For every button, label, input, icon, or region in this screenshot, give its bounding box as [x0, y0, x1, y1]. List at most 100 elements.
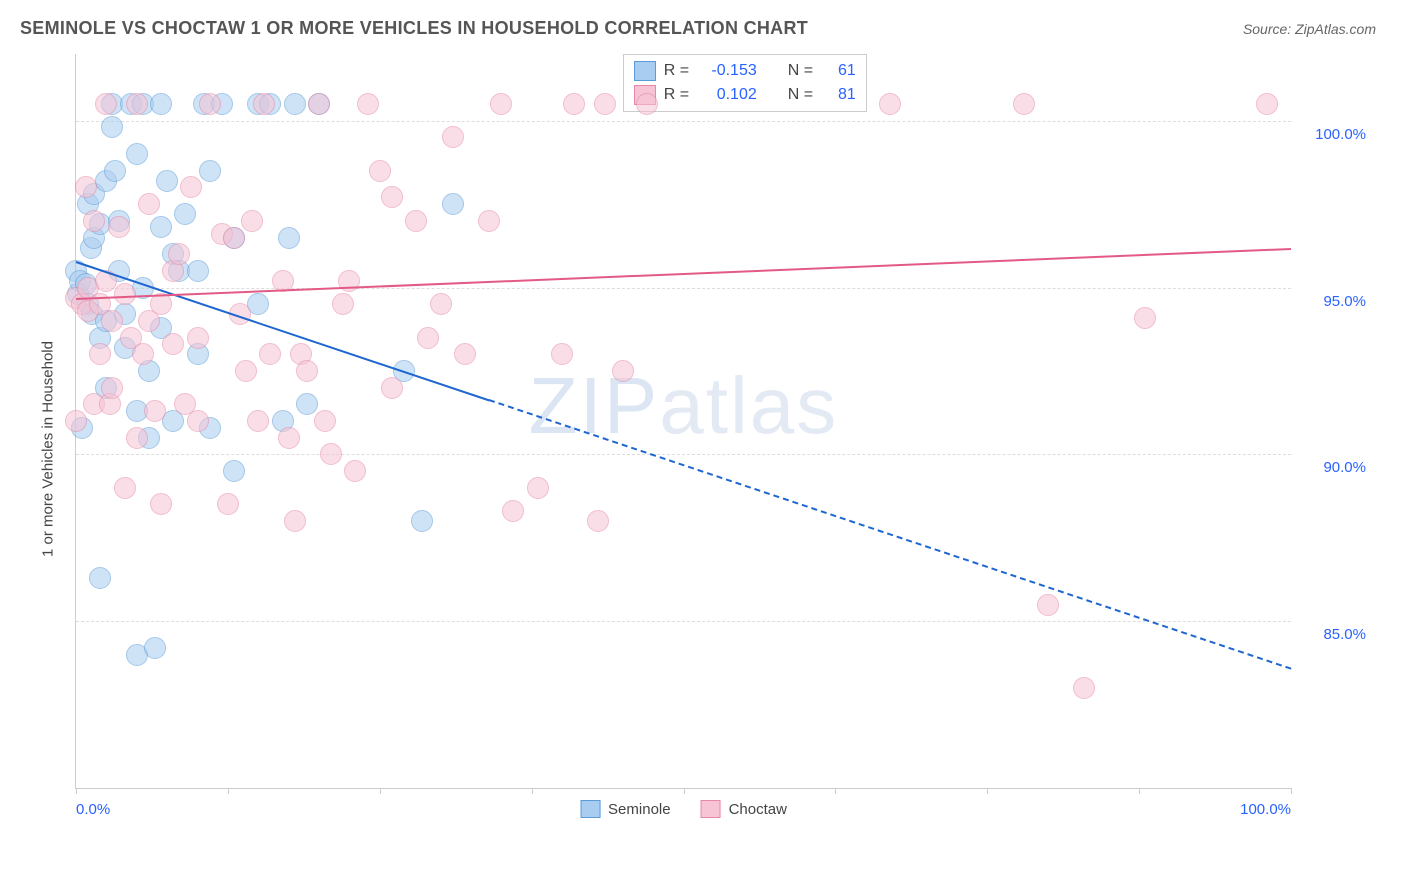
data-point — [150, 493, 172, 515]
chart-title: SEMINOLE VS CHOCTAW 1 OR MORE VEHICLES I… — [20, 18, 808, 39]
data-point — [126, 427, 148, 449]
x-tick — [532, 788, 533, 794]
data-point — [83, 210, 105, 232]
data-point — [114, 477, 136, 499]
data-point — [223, 460, 245, 482]
data-point — [278, 227, 300, 249]
data-point — [199, 160, 221, 182]
data-point — [241, 210, 263, 232]
chart-header: SEMINOLE VS CHOCTAW 1 OR MORE VEHICLES I… — [0, 0, 1406, 49]
data-point — [278, 427, 300, 449]
gridline-h — [76, 454, 1291, 455]
data-point — [314, 410, 336, 432]
data-point — [235, 360, 257, 382]
data-point — [89, 567, 111, 589]
data-point — [187, 260, 209, 282]
data-point — [563, 93, 585, 115]
x-tick — [380, 788, 381, 794]
data-point — [879, 93, 901, 115]
x-tick — [684, 788, 685, 794]
data-point — [174, 203, 196, 225]
watermark: ZIPatlas — [529, 360, 838, 452]
legend-n-label: N = — [788, 62, 818, 80]
data-point — [168, 243, 190, 265]
x-tick-label: 100.0% — [1240, 801, 1291, 818]
legend-row: R =0.102N =81 — [634, 83, 856, 107]
legend-swatch — [701, 800, 721, 818]
data-point — [284, 93, 306, 115]
data-point — [1256, 93, 1278, 115]
data-point — [101, 377, 123, 399]
data-point — [430, 293, 452, 315]
data-point — [126, 93, 148, 115]
data-point — [114, 283, 136, 305]
data-point — [587, 510, 609, 532]
data-point — [144, 400, 166, 422]
y-tick-label: 90.0% — [1323, 459, 1366, 476]
data-point — [454, 343, 476, 365]
series-legend: Seminole Choctaw — [580, 800, 787, 818]
data-point — [1037, 594, 1059, 616]
data-point — [320, 443, 342, 465]
x-tick — [835, 788, 836, 794]
data-point — [217, 493, 239, 515]
data-point — [527, 477, 549, 499]
source-label: Source: ZipAtlas.com — [1243, 21, 1376, 37]
y-tick-label: 95.0% — [1323, 293, 1366, 310]
legend-series-label: Seminole — [608, 801, 671, 818]
y-axis-title: 1 or more Vehicles in Household — [40, 341, 57, 557]
data-point — [332, 293, 354, 315]
legend-n-value: 61 — [826, 62, 856, 80]
data-point — [75, 176, 97, 198]
data-point — [296, 360, 318, 382]
gridline-h — [76, 621, 1291, 622]
y-tick-label: 100.0% — [1315, 126, 1366, 143]
data-point — [284, 510, 306, 532]
trend-line — [489, 399, 1292, 670]
data-point — [411, 510, 433, 532]
data-point — [442, 126, 464, 148]
chart-container: 1 or more Vehicles in Household ZIPatlas… — [20, 54, 1376, 844]
plot-area: ZIPatlas R =-0.153N =61R =0.102N =81 Sem… — [75, 54, 1291, 789]
data-point — [442, 193, 464, 215]
data-point — [369, 160, 391, 182]
data-point — [150, 216, 172, 238]
data-point — [150, 93, 172, 115]
x-tick — [1291, 788, 1292, 794]
data-point — [636, 93, 658, 115]
data-point — [101, 310, 123, 332]
legend-item: Choctaw — [701, 800, 787, 818]
data-point — [138, 193, 160, 215]
data-point — [308, 93, 330, 115]
gridline-h — [76, 121, 1291, 122]
data-point — [381, 377, 403, 399]
data-point — [612, 360, 634, 382]
legend-row: R =-0.153N =61 — [634, 59, 856, 83]
data-point — [180, 176, 202, 198]
data-point — [144, 637, 166, 659]
data-point — [1073, 677, 1095, 699]
legend-r-label: R = — [664, 86, 694, 104]
data-point — [405, 210, 427, 232]
legend-series-label: Choctaw — [729, 801, 787, 818]
data-point — [247, 410, 269, 432]
legend-n-value: 81 — [826, 86, 856, 104]
legend-n-label: N = — [788, 86, 818, 104]
x-tick — [228, 788, 229, 794]
data-point — [1013, 93, 1035, 115]
gridline-h — [76, 288, 1291, 289]
data-point — [253, 93, 275, 115]
trend-line — [76, 248, 1291, 300]
legend-r-value: -0.153 — [702, 62, 757, 80]
data-point — [199, 93, 221, 115]
data-point — [156, 170, 178, 192]
legend-swatch — [634, 61, 656, 81]
y-tick-label: 85.0% — [1323, 626, 1366, 643]
data-point — [101, 116, 123, 138]
data-point — [259, 343, 281, 365]
data-point — [551, 343, 573, 365]
correlation-legend: R =-0.153N =61R =0.102N =81 — [623, 54, 867, 112]
data-point — [296, 393, 318, 415]
data-point — [126, 143, 148, 165]
data-point — [223, 227, 245, 249]
